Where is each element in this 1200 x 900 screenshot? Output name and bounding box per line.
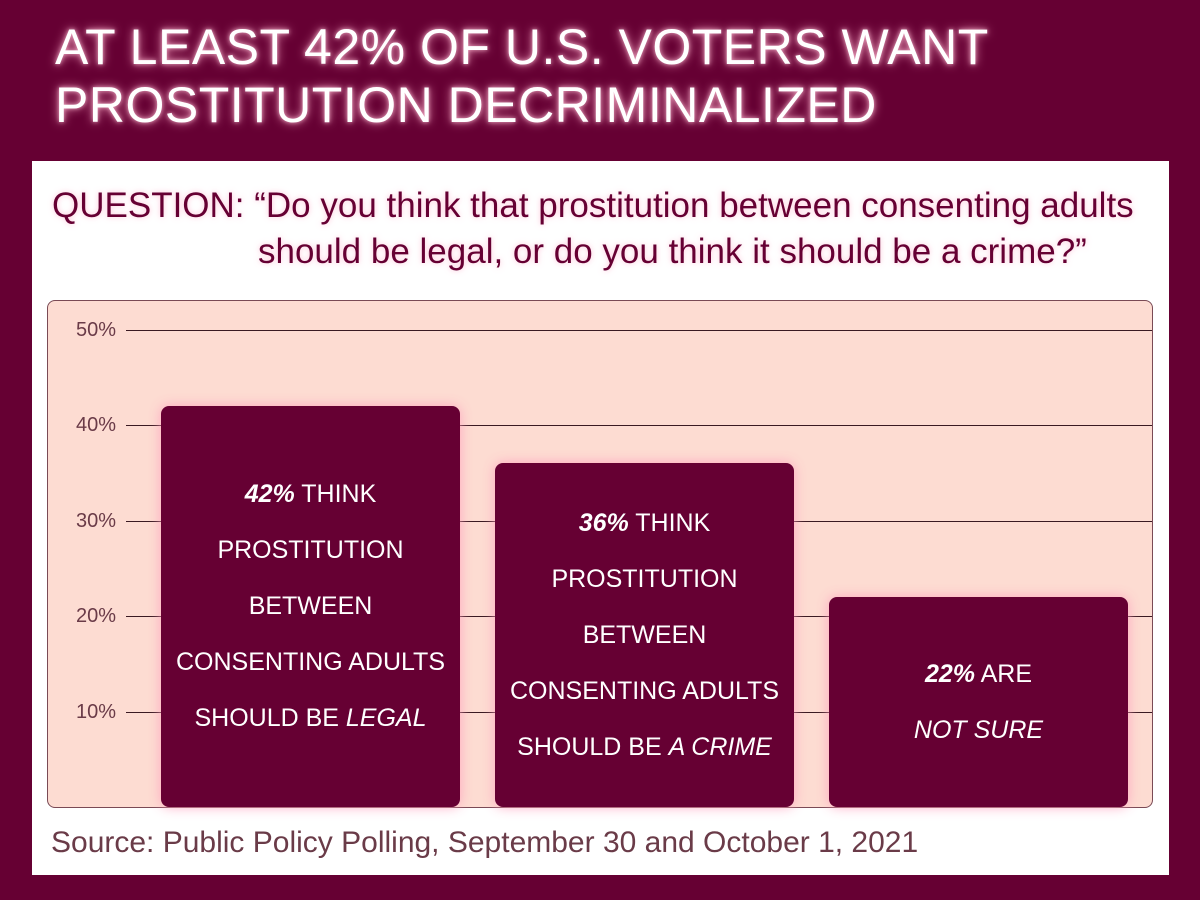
- survey-question: QUESTION: “Do you think that prostitutio…: [52, 183, 1152, 275]
- bar-value-label: 42%: [244, 480, 295, 509]
- y-tick-label: 10%: [75, 700, 116, 723]
- bar-value-label: 36%: [578, 509, 629, 538]
- question-line-1: QUESTION: “Do you think that prostitutio…: [52, 186, 1134, 225]
- bar-legal: 42% THINK PROSTITUTION BETWEEN CONSENTING A…: [161, 405, 460, 807]
- bar-label-line: PROSTITUTION: [551, 565, 738, 594]
- y-tick-label: 40%: [75, 414, 116, 436]
- bar-label-line: PROSTITUTION: [217, 536, 404, 565]
- gridline: [126, 329, 1152, 331]
- bar-label: 36% THINK PROSTITUTION BETWEEN CONSENTING A…: [504, 495, 785, 775]
- bar-not-sure: 22% ARE NOT SURE: [829, 596, 1128, 807]
- bar-label-line: BETWEEN: [582, 621, 707, 650]
- bar-label-line: SHOULD BE A CRIME: [517, 733, 772, 762]
- title-line-2: PROSTITUTION DECRIMINALIZED: [55, 77, 877, 133]
- bar-label-line: 22% ARE: [924, 659, 1033, 688]
- bar-label: 22% ARE NOT SURE: [908, 646, 1049, 758]
- source-note: Source: Public Policy Polling, September…: [51, 826, 919, 859]
- bar-label-line: CONSENTING ADULTS: [509, 677, 780, 706]
- chart-panel: QUESTION: “Do you think that prostitutio…: [32, 161, 1169, 875]
- bar-label: 42% THINK PROSTITUTION BETWEEN CONSENTING A…: [170, 466, 451, 746]
- chart-title: AT LEAST 42% OF U.S. VOTERS WANT PROSTIT…: [55, 18, 1155, 134]
- bar-label-line: 36% THINK: [578, 509, 711, 538]
- bar-value-label: 22%: [924, 659, 976, 688]
- gridline: [126, 425, 1152, 426]
- y-tick-label: 20%: [75, 605, 116, 627]
- y-tick-label: 30%: [75, 509, 116, 532]
- bar-label-line: CONSENTING ADULTS: [175, 648, 446, 677]
- bar-label-line: NOT SURE: [913, 715, 1044, 744]
- bar-label-line: SHOULD BE LEGAL: [194, 704, 427, 733]
- bar-a-crime: 36% THINK PROSTITUTION BETWEEN CONSENTING A…: [495, 463, 794, 807]
- y-tick-label: 50%: [75, 318, 116, 341]
- bar-label-line: 42% THINK: [244, 480, 377, 509]
- title-line-1: AT LEAST 42% OF U.S. VOTERS WANT: [55, 19, 989, 75]
- bar-label-line: BETWEEN: [248, 592, 373, 621]
- plot-area: 10% 20% 30% 40% 50% 42% THINK PROSTITUTION BETW…: [47, 300, 1153, 808]
- question-line-2: should be legal, or do you think it shou…: [258, 232, 1087, 271]
